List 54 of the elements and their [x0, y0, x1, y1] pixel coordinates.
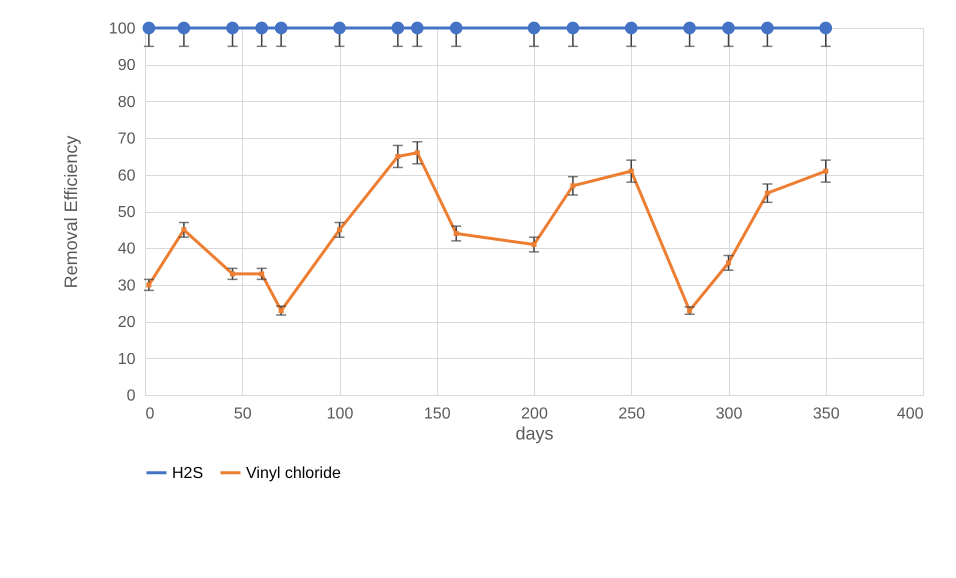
x-tick-label: 150: [424, 406, 451, 422]
point: [570, 183, 576, 188]
point: [532, 242, 536, 248]
point: [274, 22, 288, 34]
x-tick-label: 250: [618, 406, 646, 422]
point: [255, 22, 268, 34]
x-tick-label: 100: [326, 406, 354, 422]
y-tick-label: 30: [118, 277, 136, 294]
point: [410, 22, 424, 34]
point: [722, 22, 735, 34]
x-tick-label: 0: [146, 406, 154, 422]
legend-label: H2S: [172, 464, 204, 482]
point: [528, 22, 540, 34]
y-tick-label: 10: [118, 350, 136, 368]
point: [259, 271, 264, 276]
y-tick-label: 70: [118, 130, 136, 148]
x-tick-label: 350: [812, 406, 840, 422]
point: [392, 22, 404, 34]
x-tick-label: 200: [521, 406, 548, 422]
legend-label: Vinyl chloride: [246, 464, 341, 482]
x-tick-label: 400: [896, 406, 924, 422]
x-tick-label: 50: [234, 406, 252, 422]
y-tick-label: 90: [118, 57, 136, 74]
point: [566, 22, 580, 34]
point: [726, 260, 731, 266]
point: [146, 282, 152, 288]
point: [230, 271, 236, 276]
y-tick-label: 40: [118, 240, 136, 258]
point: [683, 22, 696, 34]
point: [761, 22, 774, 34]
x-tick-label: 300: [716, 406, 742, 422]
y-tick-label: 60: [118, 167, 136, 184]
point: [624, 22, 638, 34]
point: [628, 168, 634, 174]
point: [764, 190, 770, 196]
y-tick-label: 80: [118, 94, 136, 111]
point: [337, 227, 342, 232]
point: [395, 154, 400, 159]
point: [454, 231, 459, 236]
point: [823, 168, 828, 174]
point: [414, 150, 420, 156]
x-axis-title: days: [515, 424, 554, 444]
point: [333, 22, 346, 34]
y-tick-label: 0: [126, 388, 136, 404]
y-tick-label: 100: [108, 20, 136, 38]
y-tick-label: 20: [118, 314, 136, 332]
point: [819, 22, 832, 34]
point: [226, 22, 239, 34]
y-tick-label: 50: [118, 204, 136, 221]
point: [142, 22, 156, 34]
point: [181, 227, 186, 232]
point: [450, 22, 463, 34]
point: [178, 22, 190, 34]
y-axis-title: Removal Efficiency: [60, 136, 81, 288]
